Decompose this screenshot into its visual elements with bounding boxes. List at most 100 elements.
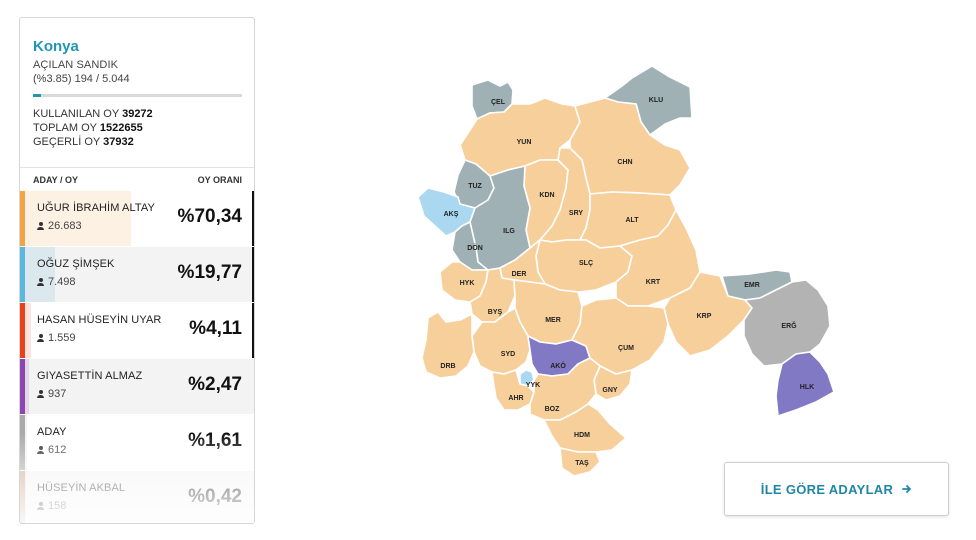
district-boz[interactable] [529, 357, 601, 421]
district-label: KRT [646, 279, 661, 286]
valid-votes-label: GEÇERLİ OY [33, 136, 101, 148]
district-drb[interactable] [421, 311, 475, 379]
district-label: KRP [697, 313, 712, 320]
valid-votes-value: 37932 [103, 136, 134, 148]
district-label: TAŞ [575, 460, 589, 467]
candidate-vote-count: 158 [48, 500, 67, 512]
candidate-percent: %19,77 [177, 262, 242, 283]
district-label: SLÇ [579, 260, 593, 267]
candidate-row[interactable]: HÜSEYİN AKBAL 158 %0,42 [20, 471, 254, 523]
district-label: CHN [617, 159, 632, 166]
district-label: KLU [649, 97, 663, 104]
candidate-row[interactable]: ADAY 612 %1,61 [20, 415, 254, 470]
used-votes-value: 39272 [122, 108, 153, 120]
candidate-votes: 1.559 [37, 332, 76, 344]
candidate-name: UĞUR İBRAHİM ALTAY [37, 202, 155, 214]
person-icon [37, 502, 44, 510]
candidate-votes: 937 [37, 388, 66, 400]
district-label: BOZ [545, 406, 561, 413]
candidate-percent: %0,42 [188, 486, 242, 507]
province-title: Konya [33, 38, 79, 55]
candidates-by-province-button[interactable]: İLE GÖRE ADAYLAR [724, 462, 949, 516]
person-icon [37, 278, 44, 286]
candidate-percent: %2,47 [188, 374, 242, 395]
candidate-color-bar [20, 191, 25, 246]
district-krp[interactable] [663, 271, 753, 357]
candidate-row[interactable]: OĞUZ ŞİMŞEK 7.498 %19,77 [20, 247, 254, 302]
valid-votes-stat: GEÇERLİ OY 37932 [33, 136, 134, 148]
candidate-votes: 158 [37, 500, 66, 512]
candidate-percent: %4,11 [189, 318, 242, 339]
district-label: TUZ [468, 183, 482, 190]
district-label: HYK [460, 280, 475, 287]
district-label: KDN [539, 192, 554, 199]
district-label: YUN [517, 139, 532, 146]
district-tas[interactable] [559, 447, 601, 477]
ballot-progress-bar [33, 94, 242, 97]
row-divider [252, 191, 254, 246]
district-label: SYD [501, 351, 515, 358]
total-votes-value: 1522655 [99, 122, 143, 134]
candidate-color-bar [20, 303, 25, 358]
row-divider [252, 303, 254, 358]
candidate-vote-count: 1.559 [48, 332, 76, 344]
candidate-vote-count: 612 [48, 444, 67, 456]
candidate-votes: 26.683 [37, 220, 82, 232]
arrow-right-icon [902, 485, 912, 493]
district-label: ÇEL [491, 99, 506, 106]
candidate-vote-count: 937 [48, 388, 67, 400]
candidate-row[interactable]: GIYASETTİN ALMAZ 937 %2,47 [20, 359, 254, 414]
candidate-row[interactable]: HASAN HÜSEYİN UYAR 1.559 %4,11 [20, 303, 254, 358]
district-hlk[interactable] [775, 351, 835, 417]
candidate-row[interactable]: UĞUR İBRAHİM ALTAY 26.683 %70,34 [20, 191, 254, 246]
row-divider [252, 247, 254, 302]
district-label: AKŞ [444, 211, 459, 218]
district-label: ERĞ [781, 321, 797, 330]
results-panel: Konya AÇILAN SANDIK (%3.85) 194 / 5.044 … [19, 17, 255, 524]
total-votes-stat: TOPLAM OY 1522655 [33, 122, 143, 134]
candidate-percent: %70,34 [177, 206, 242, 227]
district-label: BYŞ [488, 309, 503, 316]
candidate-votes: 612 [37, 444, 66, 456]
candidate-share-bar [25, 471, 26, 523]
person-icon [37, 222, 44, 230]
candidate-vote-count: 26.683 [48, 220, 82, 232]
opened-ballots-count: (%3.85) 194 / 5.044 [33, 73, 130, 85]
district-label: GNY [602, 387, 618, 394]
candidate-share-bar [25, 415, 28, 470]
person-icon [37, 390, 44, 398]
candidates-by-province-label: İLE GÖRE ADAYLAR [760, 481, 894, 497]
district-syd[interactable] [471, 307, 531, 375]
district-label: YYK [526, 382, 540, 389]
district-label: SRY [569, 210, 583, 217]
candidate-color-bar [20, 247, 25, 302]
candidate-table-header: ADAY / OY OY ORANI [20, 167, 254, 191]
header-vote-rate: OY ORANI [197, 175, 242, 185]
district-label: DRB [440, 363, 455, 370]
candidate-percent: %1,61 [188, 430, 242, 451]
district-erg[interactable] [743, 279, 831, 367]
candidate-name: GIYASETTİN ALMAZ [37, 370, 143, 382]
candidate-name: HASAN HÜSEYİN UYAR [37, 314, 162, 326]
district-label: AKÖ [550, 361, 566, 370]
district-label: DÖN [467, 243, 483, 252]
district-label: MER [545, 317, 561, 324]
district-label: AHR [508, 395, 523, 402]
district-label: ALT [625, 217, 639, 224]
candidate-share-bar [25, 303, 32, 358]
candidate-votes: 7.498 [37, 276, 76, 288]
district-label: HDM [574, 432, 590, 439]
district-label: ILG [503, 228, 515, 235]
district-cum[interactable] [571, 297, 669, 375]
total-votes-label: TOPLAM OY [33, 122, 97, 134]
district-don[interactable] [451, 221, 489, 271]
candidate-name: OĞUZ ŞİMŞEK [37, 258, 115, 270]
candidate-vote-count: 7.498 [48, 276, 76, 288]
candidate-color-bar [20, 359, 25, 414]
district-label: EMR [744, 282, 760, 289]
ballot-progress-fill [33, 94, 42, 97]
person-icon [37, 334, 44, 342]
district-label: ÇUM [618, 345, 634, 352]
district-label: DER [512, 271, 527, 278]
